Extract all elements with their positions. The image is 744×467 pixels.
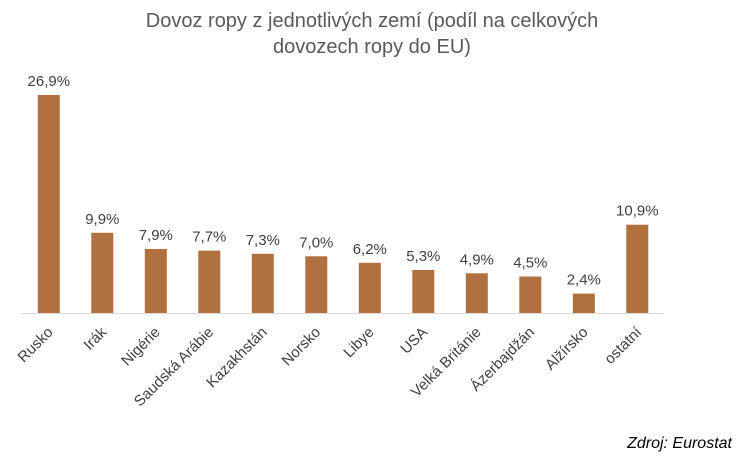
x-tick-label-1: Irák: [80, 323, 110, 353]
bar-2: [144, 249, 167, 313]
bar-1: [91, 232, 114, 313]
x-tick-label-7: USA: [397, 324, 431, 358]
bar-11: [626, 224, 649, 313]
data-label-8: 4,9%: [460, 251, 494, 268]
data-label-10: 2,4%: [567, 272, 601, 289]
data-label-0: 26,9%: [28, 73, 71, 90]
bar-4: [251, 253, 274, 313]
x-tick-label-6: Libye: [340, 324, 377, 361]
bar-8: [465, 273, 488, 313]
bar-10: [572, 293, 595, 313]
data-label-4: 7,3%: [246, 232, 280, 249]
x-tick-label-10: Alžírsko: [542, 324, 592, 374]
chart-title: Dovoz ropy z jednotlivých zemí (podíl na…: [0, 8, 744, 60]
data-label-6: 6,2%: [353, 241, 387, 258]
bar-0: [37, 95, 60, 313]
bar-3: [198, 250, 221, 313]
data-label-7: 5,3%: [406, 248, 440, 265]
bar-5: [305, 256, 328, 313]
x-tick-label-0: Rusko: [15, 324, 57, 366]
bar-6: [358, 262, 381, 313]
data-label-9: 4,5%: [513, 255, 547, 272]
data-label-1: 9,9%: [85, 211, 119, 228]
x-tick-label-2: Nigérie: [118, 324, 164, 370]
data-label-5: 7,0%: [299, 234, 333, 251]
data-label-3: 7,7%: [192, 229, 226, 246]
x-tick-label-5: Norsko: [279, 324, 325, 370]
bar-7: [412, 270, 435, 313]
source-note: Zdroj: Eurostat: [627, 435, 732, 452]
data-label-11: 10,9%: [616, 203, 659, 220]
bar-9: [519, 276, 542, 313]
chart-title-line-2: dovozech ropy do EU): [273, 36, 471, 58]
chart-title-line-1: Dovoz ropy z jednotlivých zemí (podíl na…: [145, 10, 599, 32]
data-label-2: 7,9%: [139, 227, 173, 244]
x-tick-label-11: ostatní: [601, 323, 645, 367]
